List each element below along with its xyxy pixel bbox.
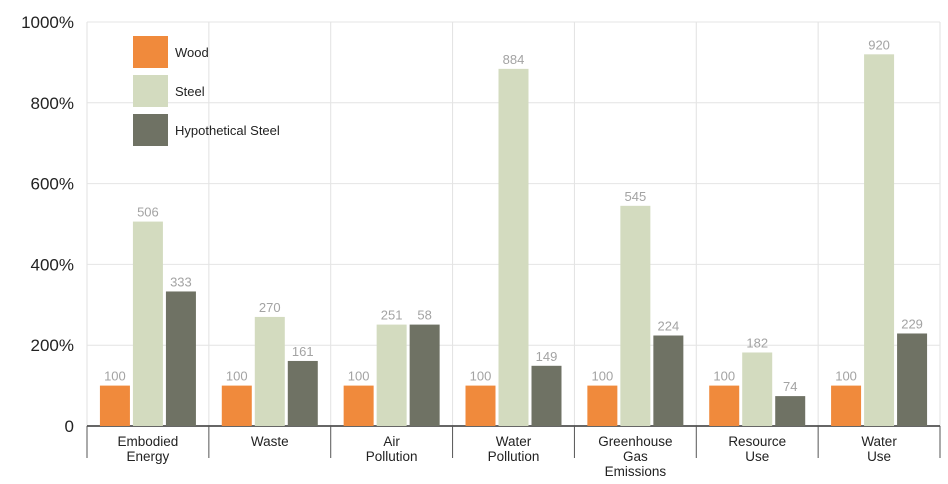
data-label: 229 [901, 316, 923, 331]
x-tick-label: Energy [127, 449, 170, 464]
bar-steel [864, 54, 895, 426]
legend-swatch [133, 75, 168, 107]
legend-label: Hypothetical Steel [175, 123, 280, 138]
x-tick-label: Use [867, 449, 891, 464]
legend: Wood Steel Hypothetical Steel [133, 36, 280, 146]
y-tick-label: 600% [31, 175, 74, 194]
data-label: 251 [381, 308, 403, 323]
bar-steel [742, 352, 773, 426]
bar-wood [465, 385, 496, 426]
y-tick-label: 400% [31, 255, 74, 274]
legend-swatch [133, 114, 168, 146]
y-tick-label: 800% [31, 94, 74, 113]
data-label: 100 [835, 369, 857, 384]
y-tick-label: 1000% [21, 13, 74, 32]
data-label: 100 [592, 369, 614, 384]
x-tick-label: Water [861, 434, 897, 449]
bar-steel [254, 316, 285, 426]
x-tick-label: Gas [623, 449, 648, 464]
data-label: 224 [658, 319, 680, 334]
data-label: 100 [226, 369, 248, 384]
data-label: 100 [713, 369, 735, 384]
x-tick-label: Greenhouse [598, 434, 672, 449]
x-tick-label: Pollution [488, 449, 540, 464]
legend-swatch [133, 36, 168, 68]
bar-hypothetical-steel [531, 365, 562, 426]
data-label: 74 [783, 379, 797, 394]
bar-wood [99, 385, 130, 426]
bar-wood [221, 385, 252, 426]
data-label: 58 [417, 308, 431, 323]
x-tick-label: Use [745, 449, 769, 464]
data-label: 333 [170, 274, 192, 289]
bar-wood [831, 385, 862, 426]
legend-label: Steel [175, 84, 205, 99]
bar-steel [498, 68, 529, 426]
bar-hypothetical-steel [287, 360, 318, 426]
bar-hypothetical-steel [653, 335, 684, 426]
bar-hypothetical-steel [775, 396, 806, 426]
bar-wood [587, 385, 618, 426]
data-label: 161 [292, 344, 314, 359]
bar-hypothetical-steel [897, 333, 928, 426]
bar-steel [132, 221, 163, 426]
x-tick-label: Resource [728, 434, 786, 449]
x-tick-label: Waste [251, 434, 289, 449]
legend-label: Wood [175, 45, 209, 60]
bars [99, 54, 928, 426]
data-label: 884 [503, 52, 525, 67]
data-label: 100 [348, 369, 370, 384]
bar-steel [620, 205, 651, 426]
x-tick-label: Water [496, 434, 532, 449]
data-label: 149 [536, 349, 558, 364]
data-label: 506 [137, 205, 159, 220]
y-tick-label: 200% [31, 336, 74, 355]
data-label: 545 [625, 189, 647, 204]
bar-hypothetical-steel [165, 291, 196, 426]
y-tick-label: 0 [65, 417, 74, 436]
bar-steel [376, 324, 407, 426]
x-tick-label: Pollution [366, 449, 418, 464]
data-label: 920 [868, 37, 890, 52]
bar-wood [709, 385, 740, 426]
data-label: 100 [470, 369, 492, 384]
data-labels: 100 506 333 100 270 161 100 251 58 100 884 149 100 54… [104, 37, 923, 394]
y-tick-labels: 0 200% 400% 600% 800% 1000% [21, 13, 74, 436]
data-label: 270 [259, 300, 281, 315]
data-label: 100 [104, 369, 126, 384]
x-tick-label: Air [383, 434, 400, 449]
bar-hypothetical-steel [409, 324, 440, 426]
x-tick-label: Embodied [118, 434, 179, 449]
data-label: 182 [746, 335, 768, 350]
bar-wood [343, 385, 374, 426]
x-tick-label: Emissions [605, 464, 667, 479]
